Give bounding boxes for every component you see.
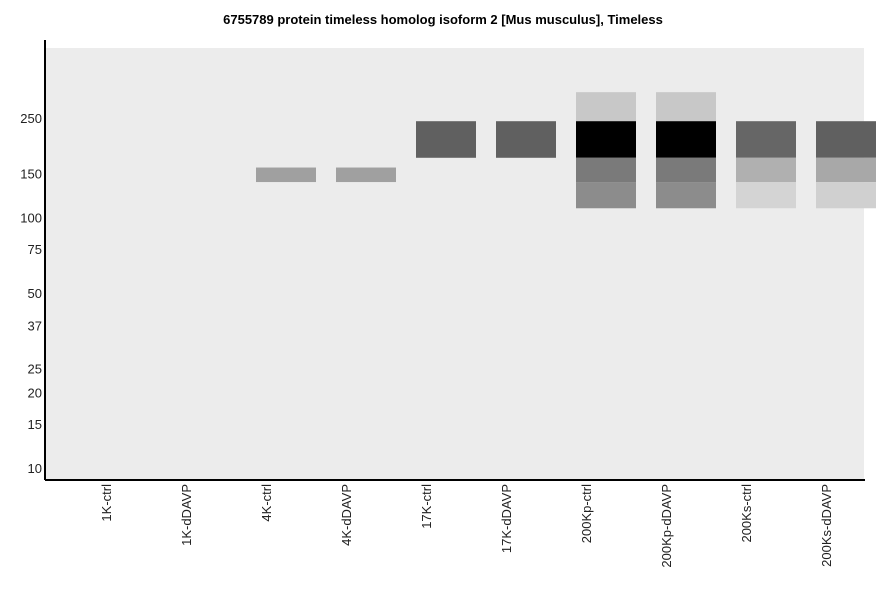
lane-label: 200Kp-ctrl [579, 484, 594, 543]
band [576, 121, 636, 158]
lane-label: 200Ks-ctrl [739, 484, 754, 543]
band [576, 92, 636, 122]
lane-label: 17K-ctrl [419, 484, 434, 529]
lane-label: 17K-dDAVP [499, 484, 514, 553]
chart-title: 6755789 protein timeless homolog isoform… [223, 12, 663, 27]
lane-label: 200Ks-dDAVP [819, 484, 834, 567]
y-tick-label: 20 [28, 386, 42, 401]
bands-layer [256, 92, 876, 209]
y-tick-label: 37 [28, 319, 42, 334]
y-tick-label: 25 [28, 361, 42, 376]
band [736, 182, 796, 209]
lane-label: 1K-dDAVP [179, 484, 194, 546]
y-tick-label: 75 [28, 242, 42, 257]
y-tick-label: 50 [28, 286, 42, 301]
band [416, 121, 476, 158]
lane-label: 4K-dDAVP [339, 484, 354, 546]
band [256, 167, 316, 183]
band [736, 157, 796, 183]
band [576, 157, 636, 183]
lane-label: 4K-ctrl [259, 484, 274, 522]
y-tick-label: 10 [28, 461, 42, 476]
y-tick-label: 100 [20, 211, 42, 226]
y-axis-ticks: 250 150 100 75 50 37 25 20 15 10 [20, 111, 42, 476]
band [656, 157, 716, 183]
y-tick-label: 15 [28, 417, 42, 432]
band [336, 167, 396, 183]
band [496, 121, 556, 158]
lane-label: 200Kp-dDAVP [659, 484, 674, 568]
plot-background [46, 48, 864, 480]
y-tick-label: 150 [20, 167, 42, 182]
band [816, 157, 876, 183]
band [736, 121, 796, 158]
band [576, 182, 636, 209]
y-tick-label: 250 [20, 111, 42, 126]
band [656, 92, 716, 122]
lane-label: 1K-ctrl [99, 484, 114, 522]
band [816, 121, 876, 158]
band [816, 182, 876, 209]
band [656, 182, 716, 209]
band [656, 121, 716, 158]
lane-labels: 1K-ctrl 1K-dDAVP 4K-ctrl 4K-dDAVP 17K-ctrl 17… [99, 484, 834, 568]
